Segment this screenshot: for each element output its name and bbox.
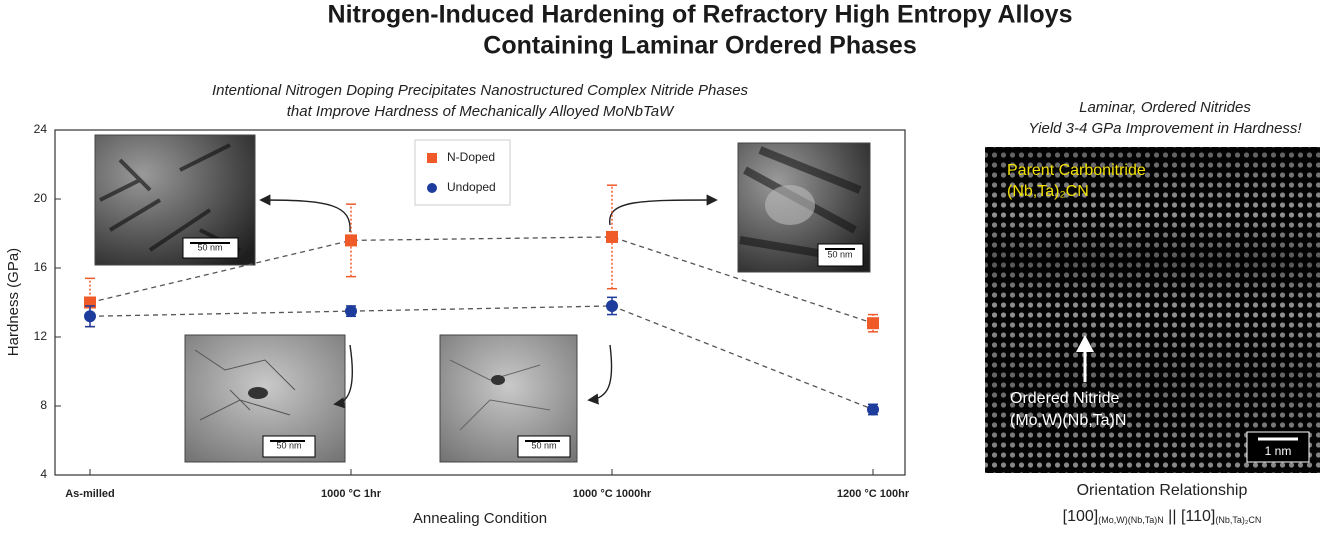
title: Containing Laminar Ordered Phases — [483, 32, 916, 60]
y-tick-label: 24 — [34, 122, 48, 136]
x-axis-label: Annealing Condition — [413, 510, 547, 527]
arrow — [259, 194, 351, 233]
series-line — [89, 236, 874, 324]
arrow — [587, 344, 613, 405]
legend-marker — [427, 183, 437, 193]
orientation: [100](Mo,W)(Nb,Ta)N || [110](Nb,Ta)₂CN — [1063, 508, 1262, 525]
y-tick-label: 12 — [34, 329, 48, 343]
orientation-sub: (Mo,W)(Nb,Ta)N — [1098, 515, 1164, 525]
legend-marker — [427, 153, 437, 163]
x-tick-label: 1000 °C 1hr — [321, 488, 382, 500]
phase-label: (Mo,W)(Nb,Ta)N — [1010, 412, 1126, 429]
phase-label: (Nb,Ta)₂CN — [1007, 183, 1089, 200]
marker — [345, 234, 357, 247]
marker — [867, 403, 879, 416]
arrow-head — [1076, 335, 1094, 352]
scale-label: 50 nm — [827, 249, 852, 259]
caption: Yield 3-4 GPa Improvement in Hardness! — [1028, 120, 1302, 137]
marker — [606, 299, 618, 312]
marker — [606, 230, 618, 243]
phase-label: Parent Carbonitride — [1007, 162, 1146, 179]
series-line — [89, 305, 874, 411]
orientation-sub: (Nb,Ta)₂CN — [1215, 515, 1261, 525]
arrow — [609, 194, 718, 226]
inset — [184, 334, 346, 463]
image-shading — [985, 147, 1320, 473]
y-tick-label: 16 — [34, 260, 48, 274]
legend-label: N-Doped — [447, 150, 495, 164]
x-tick-label: 1200 °C 100hr — [837, 488, 910, 500]
scale-label: 50 nm — [276, 440, 301, 450]
orientation-part: || [110] — [1164, 508, 1216, 525]
phase-label: Ordered Nitride — [1010, 390, 1119, 407]
x-tick-label: As-milled — [65, 488, 115, 500]
y-axis-label: Hardness (GPa) — [5, 248, 22, 356]
inset — [737, 142, 871, 273]
x-tick-label: 1000 °C 1000hr — [573, 488, 652, 500]
marker — [345, 305, 357, 318]
subtitle: Intentional Nitrogen Doping Precipitates… — [212, 82, 749, 99]
orientation-part: [100] — [1063, 508, 1099, 525]
plot-frame — [54, 129, 906, 476]
arrow — [333, 344, 353, 409]
scale-label: 50 nm — [531, 440, 556, 450]
marker — [867, 317, 879, 330]
orientation-title: Orientation Relationship — [1077, 482, 1248, 499]
y-tick-label: 8 — [40, 398, 47, 412]
scale-label: 50 nm — [197, 242, 222, 252]
legend — [414, 139, 511, 206]
subtitle: that Improve Hardness of Mechanically Al… — [287, 103, 675, 120]
legend-label: Undoped — [447, 180, 496, 194]
y-tick-label: 4 — [40, 467, 47, 481]
caption: Laminar, Ordered Nitrides — [1079, 99, 1251, 116]
inset — [94, 134, 256, 266]
marker — [84, 310, 96, 323]
title: Nitrogen-Induced Hardening of Refractory… — [328, 1, 1073, 29]
y-tick-label: 20 — [34, 191, 48, 205]
scale-label: 1 nm — [1265, 444, 1292, 458]
scale-box — [1246, 431, 1310, 463]
inset — [439, 334, 578, 463]
